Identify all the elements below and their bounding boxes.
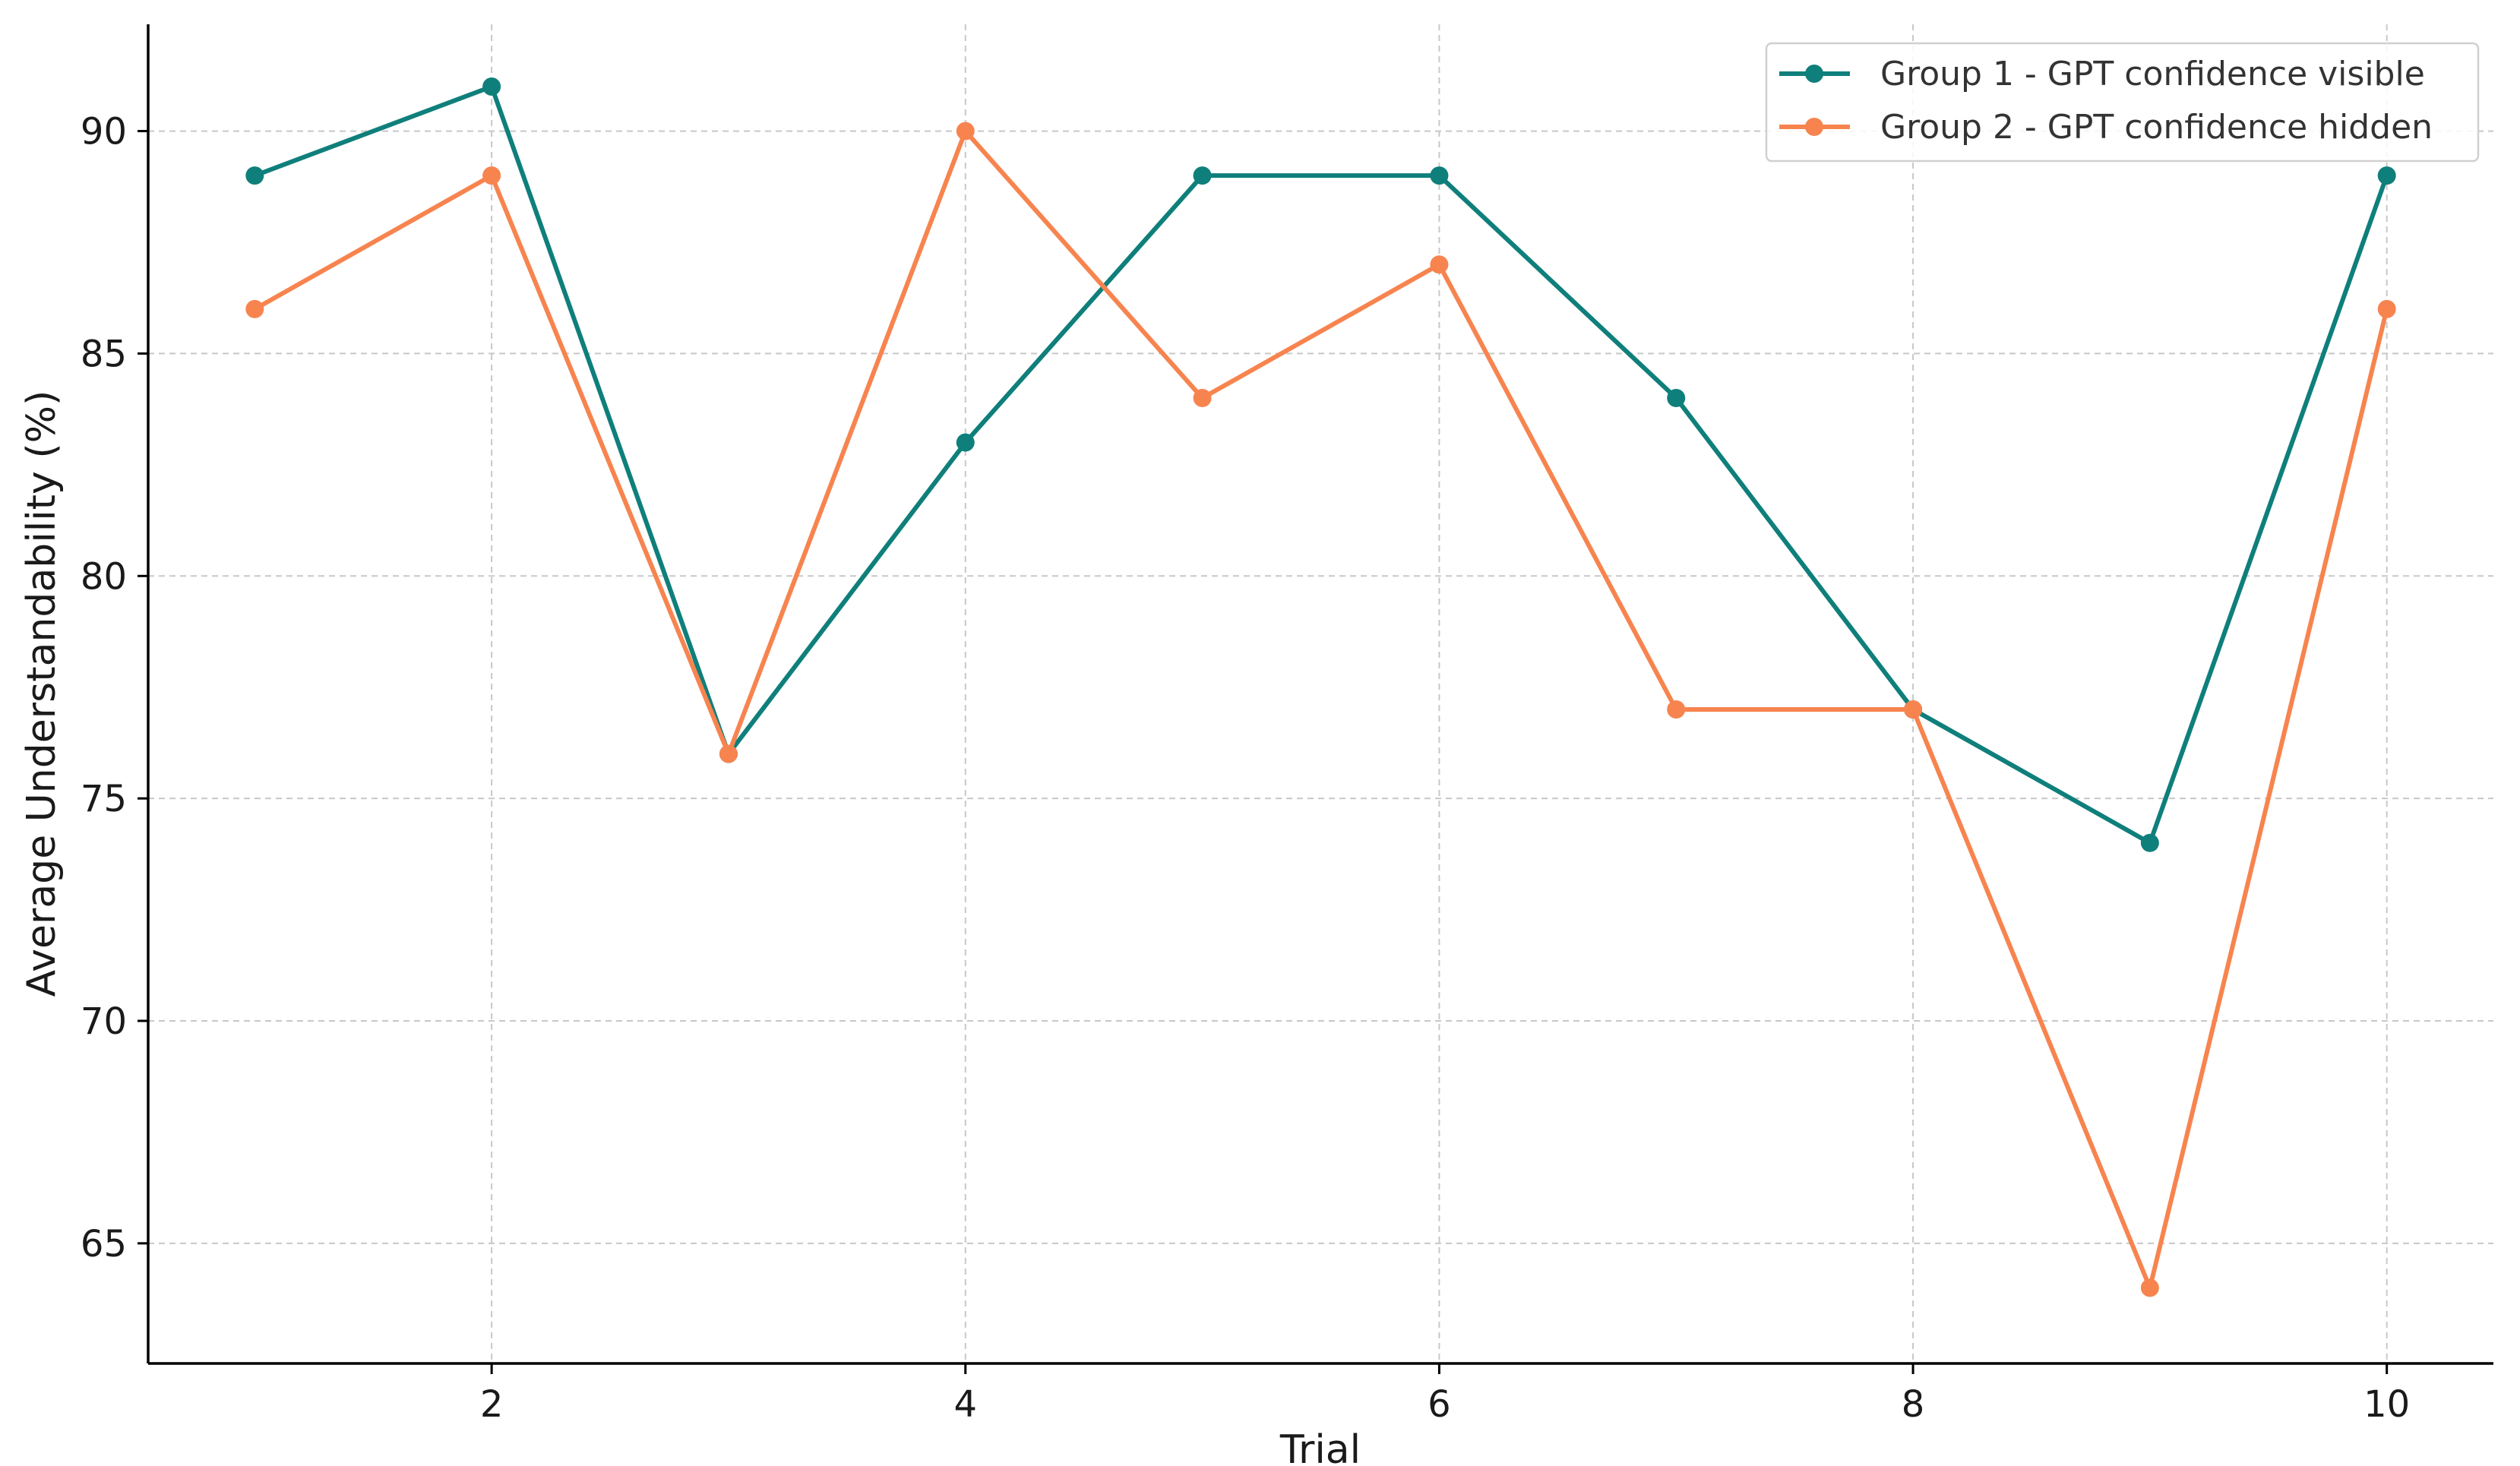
data-point [719,744,738,763]
data-point [482,166,501,185]
data-point [2140,1278,2159,1297]
legend: Group 1 - GPT confidence visible Group 2… [1765,42,2480,163]
axes [147,24,2493,1365]
data-point [1904,700,1923,719]
y-tick-label: 85 [81,333,127,375]
grid-lines [148,24,2493,1363]
y-tick-label: 80 [81,555,127,598]
legend-label-group-1: Group 1 - GPT confidence visible [1880,55,2425,93]
x-tick-label: 2 [480,1383,504,1426]
x-tick-label: 6 [1428,1383,1451,1426]
legend-marker-group-2 [1805,118,1823,136]
tick-labels: 2 4 6 8 10 65 70 75 80 85 90 [81,111,2410,1426]
series-line-1 [252,84,2389,845]
data-point [2377,299,2396,318]
legend-label-group-2: Group 2 - GPT confidence hidden [1880,108,2433,147]
y-tick-label: 70 [81,1000,127,1043]
series-line-2 [252,128,2389,1291]
data-point [245,299,264,318]
data-point [1430,255,1449,274]
y-tick-label: 65 [81,1223,127,1265]
y-axis-label: Average Understandability (%) [19,390,65,997]
x-tick-label: 10 [2363,1383,2410,1426]
x-tick-label: 8 [1902,1383,1925,1426]
data-point [1667,700,1686,719]
legend-box [1765,42,2480,163]
data-point [1193,166,1212,185]
data-point [1430,166,1449,185]
series-group-2 [245,122,2396,1297]
x-axis-label: Trial [1279,1427,1361,1466]
data-point [482,77,501,96]
x-tick-label: 4 [953,1383,977,1426]
data-point [2377,166,2396,185]
series-group-1 [245,77,2396,852]
legend-marker-group-1 [1805,65,1823,83]
data-point [956,433,975,452]
data-point [245,166,264,185]
data-point [1193,389,1212,407]
y-tick-label: 75 [81,778,127,820]
data-point [956,122,975,141]
data-point [1667,389,1686,407]
y-tick-label: 90 [81,111,127,153]
data-point [2140,833,2159,852]
data-series [245,77,2396,1297]
